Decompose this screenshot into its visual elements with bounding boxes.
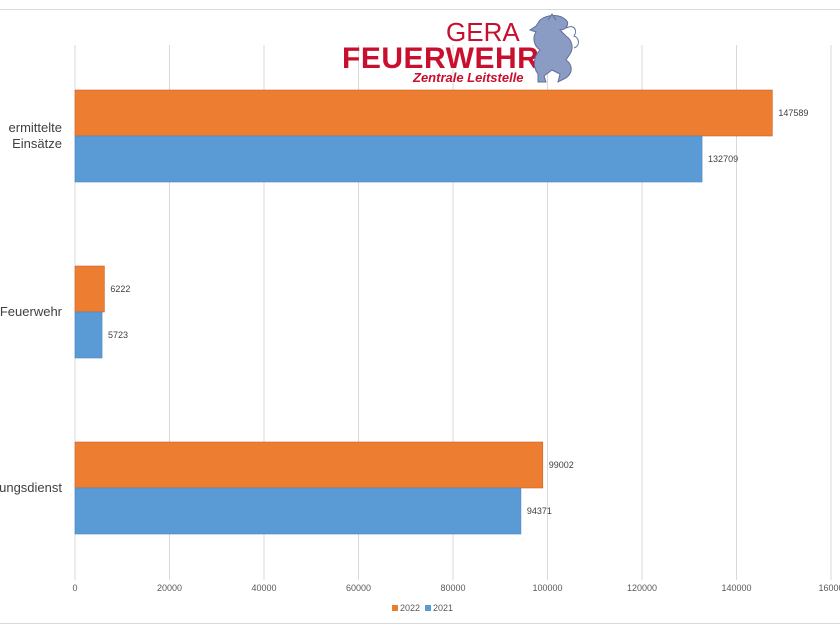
bar-2022-2 [74, 441, 544, 489]
legend: 2022 2021 [392, 603, 453, 613]
logo-subtitle-text: Zentrale Leitstelle [412, 70, 524, 85]
bar-2021-0 [74, 135, 703, 183]
bars [74, 89, 773, 535]
bar-2022-0 [74, 89, 773, 137]
x-tick-label: 140000 [721, 583, 751, 593]
data-label: 5723 [108, 330, 128, 340]
legend-swatch-2022 [392, 605, 398, 611]
x-tick-label: 20000 [157, 583, 182, 593]
data-label: 99002 [549, 460, 574, 470]
x-tick-label: 40000 [251, 583, 276, 593]
feuerwehr-gera-logo: GERA FEUERWEHR Zentrale Leitstelle [342, 13, 579, 85]
data-label: 132709 [708, 154, 738, 164]
x-tick-label: 80000 [440, 583, 465, 593]
bar-2022-1 [74, 265, 105, 313]
logo-feuerwehr-text: FEUERWEHR [342, 42, 539, 75]
data-label: 147589 [778, 108, 808, 118]
x-tick-label: 60000 [346, 583, 371, 593]
bar-2021-1 [74, 311, 103, 359]
legend-label-2022: 2022 [400, 603, 420, 613]
category-label: Feuerwehr [0, 304, 63, 319]
bar-2021-2 [74, 487, 522, 535]
legend-label-2021: 2021 [433, 603, 453, 613]
lion-icon [528, 13, 579, 83]
x-tick-label: 120000 [627, 583, 657, 593]
data-label: 94371 [527, 506, 552, 516]
legend-swatch-2021 [425, 605, 431, 611]
category-label: ermittelte [9, 120, 62, 135]
x-tick-label: 0 [72, 583, 77, 593]
x-tick-label: 100000 [532, 583, 562, 593]
x-axis-tick-labels: 0 20000 40000 60000 80000 100000 120000 140000 1… [72, 583, 840, 593]
data-labels: 147589 132709 6222 5723 99002 94371 [108, 108, 808, 516]
category-label: ttungsdienst [0, 480, 62, 495]
data-label: 6222 [110, 284, 130, 294]
logo-gera-text: GERA [446, 17, 520, 47]
category-label: Einsätze [12, 136, 62, 151]
x-tick-label: 16000 [818, 583, 840, 593]
